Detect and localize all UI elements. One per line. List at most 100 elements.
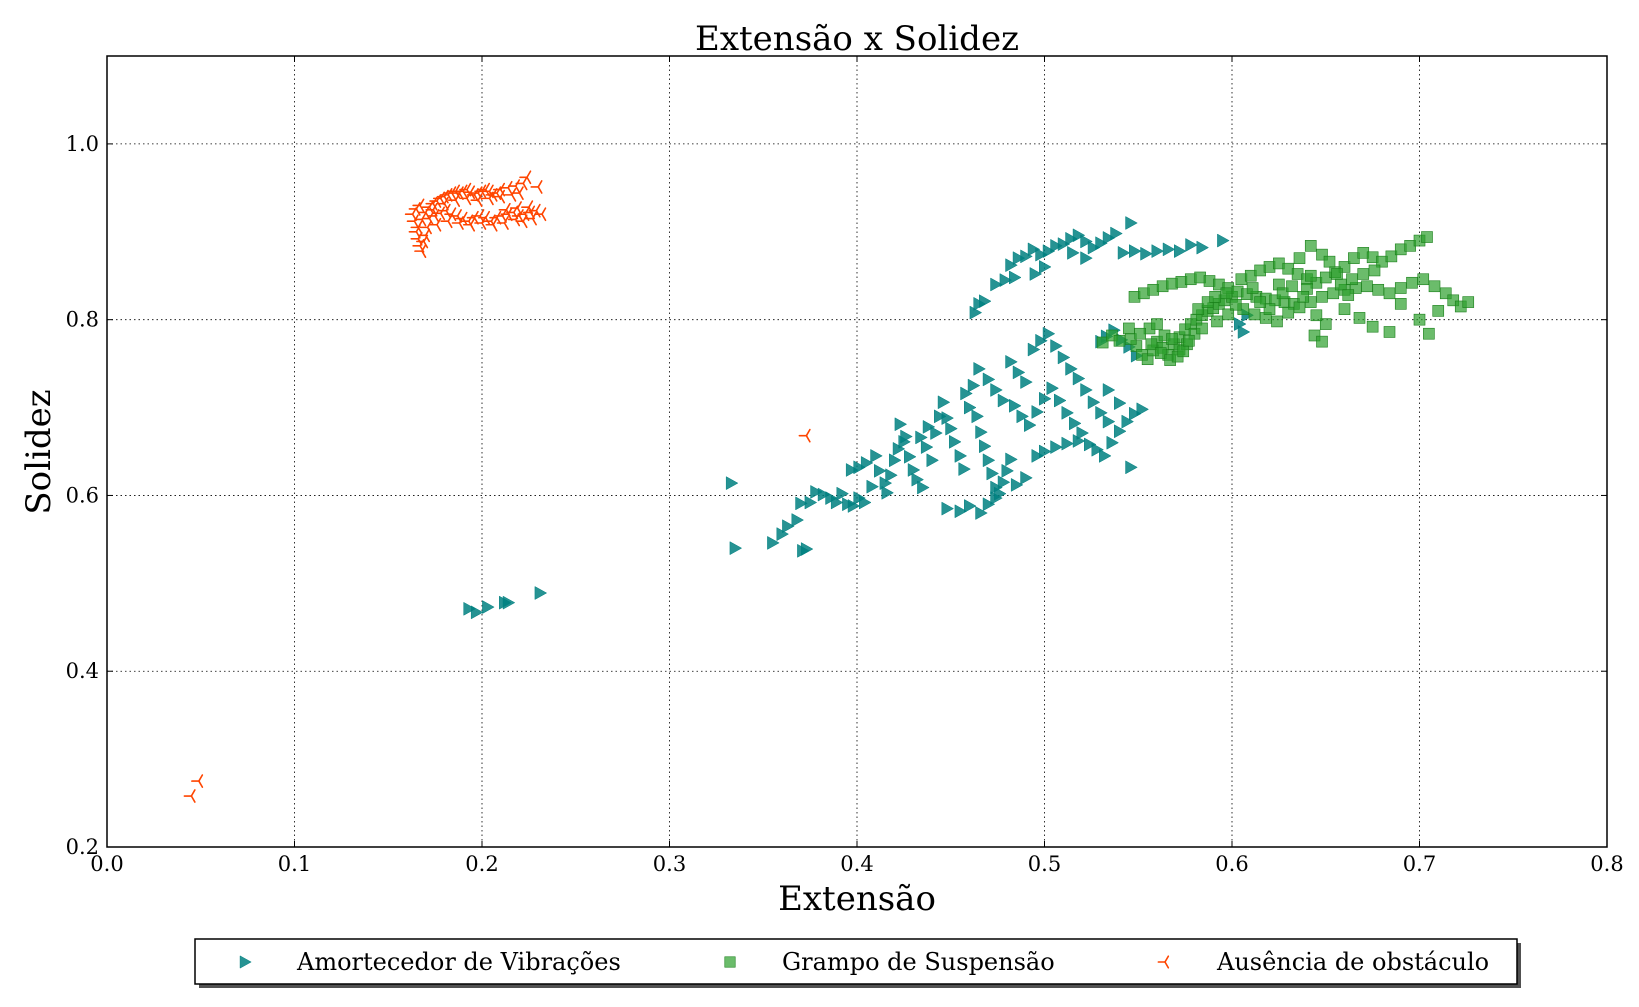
data-point <box>997 475 1011 490</box>
data-point <box>1123 322 1135 335</box>
data-point <box>1308 329 1321 342</box>
data-point <box>1009 270 1022 285</box>
data-point <box>1027 242 1041 257</box>
data-point <box>870 448 883 463</box>
data-point <box>1012 251 1026 266</box>
data-point <box>404 207 417 222</box>
data-point <box>1183 334 1195 347</box>
data-point <box>1177 345 1190 358</box>
data-point <box>1129 406 1142 421</box>
data-point <box>1140 246 1153 261</box>
y-tick-label: 0.6 <box>66 483 99 507</box>
data-point <box>1254 296 1266 308</box>
data-point <box>1271 315 1283 328</box>
data-point <box>907 463 921 477</box>
data-point <box>507 212 521 227</box>
data-point <box>1134 327 1146 340</box>
data-point <box>1054 393 1067 408</box>
data-point <box>1151 318 1163 330</box>
data-point <box>1050 440 1063 455</box>
data-point <box>1016 409 1030 424</box>
data-point <box>941 411 955 426</box>
axis-ticks: 0.0 0.1 0.2 0.3 0.4 0.5 0.6 0.7 0.8 0.2 0.4 0.6 0.8 1… <box>66 56 1624 876</box>
data-point <box>1166 333 1178 345</box>
data-point <box>412 198 425 213</box>
x-tick-label: 0.1 <box>278 852 311 876</box>
legend-entries: Amortecedor de Vibrações Grampo de Suspen… <box>239 948 1489 976</box>
data-point <box>1084 437 1097 452</box>
legend-label: Ausência de obstáculo <box>1216 948 1489 976</box>
data-point <box>999 273 1013 288</box>
data-point <box>1394 282 1407 294</box>
data-point <box>1229 298 1242 311</box>
data-point <box>459 191 472 206</box>
data-point <box>1406 276 1418 289</box>
data-point <box>1211 315 1223 328</box>
series-1 <box>1096 231 1475 366</box>
data-point <box>767 535 780 550</box>
data-point <box>1072 371 1086 386</box>
data-point <box>1209 291 1221 303</box>
data-point <box>1174 244 1187 259</box>
data-point <box>1020 249 1033 264</box>
data-point <box>975 506 988 520</box>
data-point <box>1372 283 1385 296</box>
data-point <box>1220 287 1233 300</box>
data-point <box>1114 396 1127 411</box>
data-point <box>1039 444 1052 459</box>
data-point <box>1125 460 1138 475</box>
data-point <box>1005 452 1018 467</box>
data-point <box>1319 318 1332 330</box>
data-point <box>1310 309 1323 322</box>
x-tick-label: 0.7 <box>1403 852 1436 876</box>
data-point <box>941 501 955 516</box>
data-point <box>463 601 476 616</box>
data-point <box>817 487 831 502</box>
data-point <box>1106 435 1120 450</box>
data-point <box>1087 395 1101 410</box>
y-tick-label: 0.8 <box>66 308 99 332</box>
data-point <box>1237 325 1251 339</box>
data-point <box>492 189 506 204</box>
data-point <box>1057 237 1071 252</box>
data-point <box>990 491 1003 506</box>
data-point <box>1020 375 1033 389</box>
data-point <box>990 277 1003 292</box>
data-point <box>1050 238 1063 253</box>
series-0 <box>463 216 1255 620</box>
data-point <box>860 456 874 470</box>
data-point <box>1276 287 1289 300</box>
data-point <box>979 294 992 309</box>
data-point <box>1072 228 1086 243</box>
data-point <box>1338 261 1351 273</box>
data-point <box>1338 303 1351 315</box>
data-point <box>1334 278 1347 291</box>
data-point <box>1366 320 1379 333</box>
data-point <box>729 541 743 556</box>
data-point <box>853 460 866 475</box>
data-point <box>406 214 419 229</box>
data-point <box>496 216 509 230</box>
data-point <box>410 220 423 235</box>
x-tick-label: 0.3 <box>653 852 686 876</box>
x-tick-label: 0.2 <box>465 852 498 876</box>
data-point <box>798 428 811 443</box>
series-2 <box>183 170 811 803</box>
data-point <box>1057 350 1071 365</box>
data-point <box>511 186 524 200</box>
data-point <box>1383 287 1396 300</box>
data-point <box>979 439 992 454</box>
data-point <box>1076 426 1090 440</box>
data-point <box>1447 294 1460 307</box>
y-tick-label: 0.4 <box>66 659 99 683</box>
data-point <box>894 417 908 432</box>
data-point <box>1080 383 1093 397</box>
data-point <box>1248 308 1261 321</box>
data-point <box>1113 334 1126 347</box>
data-point <box>975 425 988 440</box>
data-point <box>1012 365 1026 380</box>
data-point <box>462 217 476 232</box>
data-point <box>1114 424 1127 439</box>
data-point <box>1125 216 1138 230</box>
data-point <box>1432 305 1445 317</box>
